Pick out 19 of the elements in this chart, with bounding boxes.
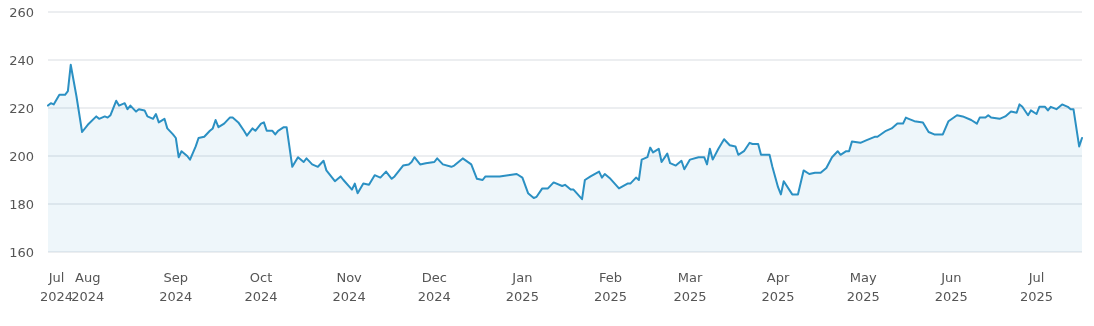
x-tick-label: Jul 2025 — [1020, 270, 1054, 304]
x-tick-label: Jun 2025 — [934, 270, 968, 304]
x-tick-label: Jan 2025 — [505, 270, 539, 304]
x-tick-label: Oct 2024 — [244, 270, 278, 304]
x-tick-label: May 2025 — [846, 270, 880, 304]
x-tick-label: Feb 2025 — [593, 270, 627, 304]
x-tick-label: Dec 2024 — [417, 270, 451, 304]
y-tick-label: 160 — [9, 244, 34, 260]
x-tick-label: Nov 2024 — [332, 270, 366, 304]
y-tick-label: 180 — [9, 196, 34, 212]
x-tick-label: Jul 2024 — [39, 270, 74, 304]
x-tick-label: Sep 2024 — [159, 270, 193, 304]
y-tick-label: 220 — [9, 100, 34, 116]
x-tick-label: Mar 2025 — [673, 270, 707, 304]
x-tick-label: Aug 2024 — [71, 270, 105, 304]
x-tick-label: Apr 2025 — [761, 270, 795, 304]
y-tick-label: 260 — [9, 4, 34, 20]
y-tick-label: 240 — [9, 52, 34, 68]
y-tick-label: 200 — [9, 148, 34, 164]
